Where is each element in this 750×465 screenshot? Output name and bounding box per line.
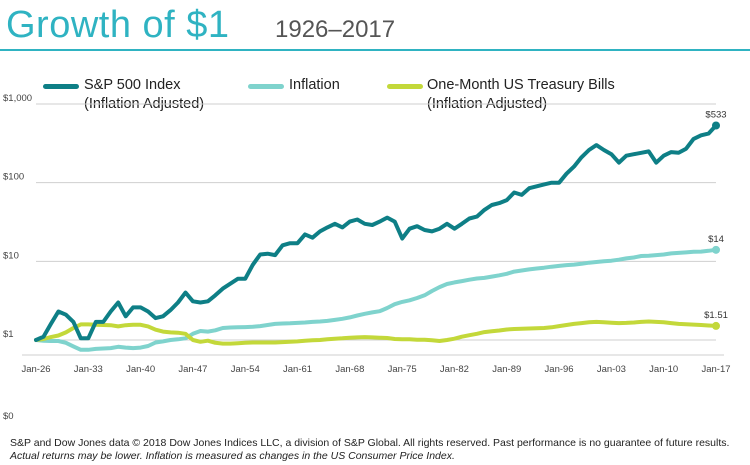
legend-swatch-tbills — [387, 84, 423, 89]
x-tick-label: Jan-26 — [21, 364, 50, 375]
y-tick-label: $10 — [3, 250, 19, 261]
footer-line-2: Actual returns may be lower. Inflation i… — [10, 450, 455, 462]
page-title: Growth of $1 — [6, 4, 230, 46]
chart-series — [34, 121, 720, 352]
series-line-tbills — [34, 319, 718, 346]
legend-label-inflation-line1: Inflation — [289, 77, 340, 93]
x-tick-label: Jan-89 — [492, 364, 521, 375]
x-tick-label: Jan-61 — [283, 364, 312, 375]
x-tick-label: Jan-75 — [388, 364, 417, 375]
series-end-point-sp500 — [712, 121, 720, 130]
series-end-point-inflation — [712, 245, 720, 254]
series-end-label-sp500: $533 — [705, 109, 726, 120]
series-line-inflation — [34, 247, 718, 352]
footer-line-1: S&P and Dow Jones data © 2018 Dow Jones … — [10, 437, 730, 449]
legend-swatch-sp500 — [43, 84, 79, 89]
series-end-label-tbills: $1.51 — [704, 310, 728, 321]
page-subtitle: 1926–2017 — [275, 16, 396, 43]
footer-disclaimer: S&P and Dow Jones data © 2018 Dow Jones … — [10, 437, 745, 463]
x-tick-label: Jan-17 — [701, 364, 730, 375]
x-tick-label: Jan-96 — [545, 364, 574, 375]
legend-swatch-inflation — [248, 84, 284, 89]
x-tick-label: Jan-33 — [74, 364, 103, 375]
y-tick-label: $100 — [3, 172, 24, 183]
y-tick-label-zero: $0 — [3, 411, 14, 422]
series-line-sp500 — [34, 123, 718, 342]
title-bar: Growth of $1 1926–2017 — [0, 0, 750, 52]
y-tick-label: $1 — [3, 329, 14, 340]
y-tick-label: $1,000 — [3, 93, 32, 104]
x-tick-label: Jan-03 — [597, 364, 626, 375]
x-tick-label: Jan-47 — [178, 364, 207, 375]
chart-axes: $1 $10 $100 $1,000 $0 Jan-26 Jan-33 Jan-40 Jan-4… — [3, 93, 731, 422]
legend-label-sp500-line1: S&P 500 Index — [84, 77, 181, 93]
x-tick-label: Jan-40 — [126, 364, 155, 375]
growth-chart: $1 $10 $100 $1,000 $0 Jan-26 Jan-33 Jan-40 Jan-4… — [3, 93, 731, 422]
legend-label-inflation: Inflation — [289, 76, 340, 95]
x-tick-label: Jan-68 — [335, 364, 364, 375]
series-end-label-inflation: $14 — [708, 234, 724, 245]
legend-label-tbills-line1: One-Month US Treasury Bills — [427, 77, 615, 93]
chart-end-labels: $14 $1.51 $533 — [704, 109, 728, 320]
legend-label-tbills: One-Month US Treasury Bills (Inflation A… — [427, 76, 615, 114]
title-divider — [0, 49, 750, 51]
x-tick-label: Jan-82 — [440, 364, 469, 375]
x-tick-label: Jan-54 — [231, 364, 260, 375]
series-end-point-tbills — [712, 321, 720, 330]
x-tick-label: Jan-10 — [649, 364, 678, 375]
